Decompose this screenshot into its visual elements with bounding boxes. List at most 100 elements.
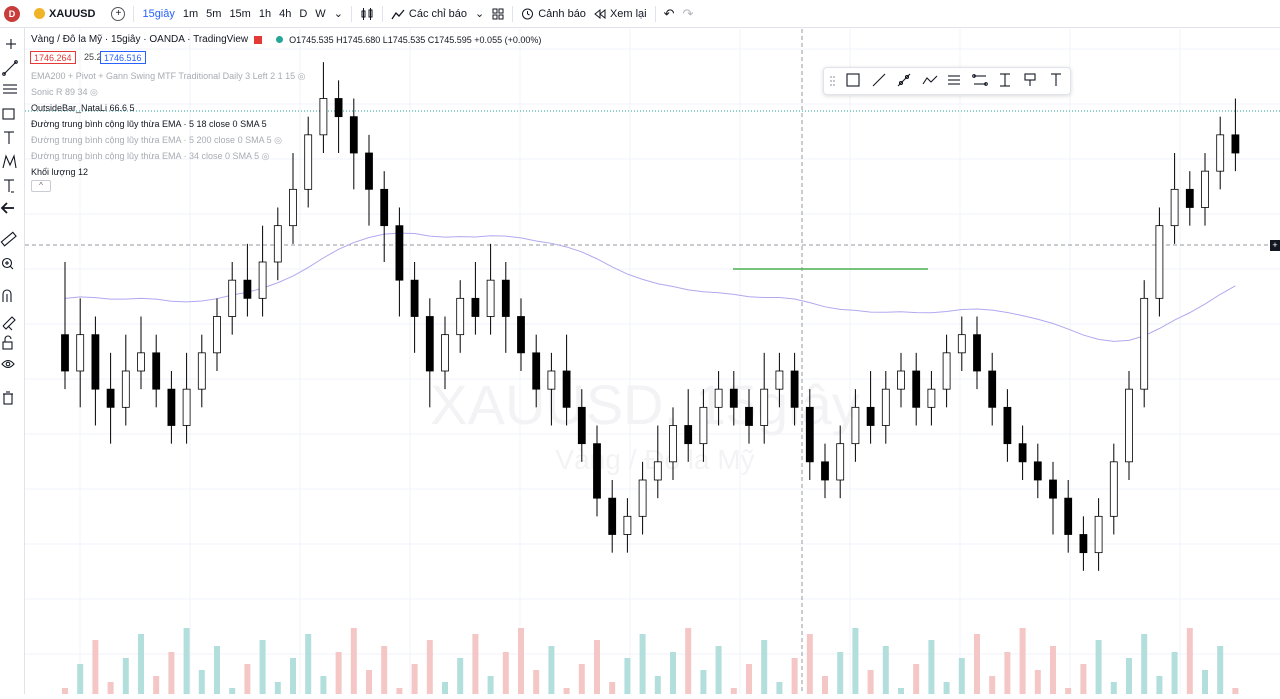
symbol-name[interactable]: XAUUSD	[49, 7, 96, 20]
timeframe-2[interactable]: 5m	[206, 7, 222, 20]
legend-item[interactable]: Đường trung bình cộng lũy thừa EMA · 34 …	[31, 151, 269, 162]
redo-button[interactable]: ↷	[679, 0, 698, 28]
indicators-button[interactable]: Các chỉ báo	[387, 0, 471, 28]
legend-label: Đường trung bình cộng lũy thừa EMA · 5 2…	[31, 135, 272, 145]
chevron-down-icon: ⌄	[333, 8, 343, 20]
hidden-eye-icon[interactable]: ◎	[87, 87, 98, 97]
replay-button[interactable]: Xem lại	[590, 0, 651, 28]
volume-bar	[1171, 652, 1178, 694]
parallel-channel-icon[interactable]	[948, 75, 960, 85]
undo-button[interactable]: ↶	[660, 0, 679, 28]
lock-drawing-icon[interactable]	[2, 316, 16, 331]
rectangle-tool-icon[interactable]	[846, 73, 860, 87]
buy-price-box[interactable]: 1746.516	[100, 51, 146, 64]
volume-bar	[533, 670, 540, 694]
text-tool-icon[interactable]	[1000, 73, 1010, 87]
ruler-icon[interactable]	[0, 231, 17, 247]
arrow-left-icon[interactable]	[0, 202, 14, 214]
indicators-dropdown[interactable]: ⌄	[471, 0, 488, 28]
floating-drawing-toolbar	[823, 67, 1071, 95]
volume-bar	[700, 670, 707, 694]
candles-icon	[361, 7, 373, 20]
collapse-legend-button[interactable]: ^	[31, 180, 51, 192]
candle-body	[577, 406, 586, 445]
drawing-tools-icons	[0, 39, 18, 405]
ray-tool-icon[interactable]	[897, 73, 911, 87]
volume-bar	[958, 658, 965, 694]
legend-item[interactable]: Đường trung bình cộng lũy thừa EMA · 5 1…	[31, 119, 267, 129]
timeframe-6[interactable]: D	[299, 7, 308, 20]
volume-bar	[305, 634, 312, 694]
chart-pane[interactable]: XAUUSD, 15giây Vàng / Đô la Mỹ	[25, 29, 1280, 694]
legend-item[interactable]: Khối lượng 12	[31, 167, 88, 177]
compare-symbol-button[interactable]: +	[107, 0, 129, 28]
text-cursor-icon[interactable]	[4, 179, 14, 193]
timeframe-1[interactable]: 1m	[182, 7, 199, 20]
volume-bar	[806, 634, 813, 694]
symbol-search[interactable]: XAUUSD	[30, 0, 99, 28]
path-tool-icon[interactable]	[922, 75, 938, 85]
avatar[interactable]: D	[4, 5, 20, 22]
fib-icon[interactable]	[972, 74, 988, 86]
candle-body	[760, 388, 769, 426]
eye-icon[interactable]	[1, 359, 15, 369]
candle-body	[121, 370, 130, 408]
hidden-eye-icon[interactable]: ◎	[271, 135, 282, 145]
text-icon[interactable]	[4, 131, 14, 144]
timeframe-0[interactable]: 15giây	[142, 7, 175, 20]
magnet-icon[interactable]	[2, 289, 12, 302]
candle-body	[1064, 497, 1073, 535]
candle-body	[851, 406, 860, 445]
candle-body	[76, 334, 85, 372]
sell-price-box[interactable]: 1746.264	[30, 51, 76, 64]
legend-item[interactable]: Đường trung bình cộng lũy thừa EMA · 5 2…	[31, 135, 282, 146]
brush-icon[interactable]	[1024, 73, 1036, 86]
divider	[654, 5, 656, 22]
plus-icon: +	[111, 6, 126, 21]
alarm-clock-icon	[522, 8, 534, 20]
unlock-icon[interactable]	[2, 335, 13, 350]
volume-bar	[183, 628, 190, 694]
timeframe-5[interactable]: 4h	[279, 7, 292, 20]
candle-body	[425, 316, 434, 372]
zoom-icon[interactable]	[1, 257, 14, 270]
chart-type-button[interactable]	[356, 0, 378, 28]
pattern-icon[interactable]	[2, 154, 17, 169]
legend-item[interactable]: OutsideBar_NataLi 66.6 5	[31, 103, 135, 113]
rectangle-icon[interactable]	[2, 108, 15, 120]
candle-body	[1201, 170, 1209, 208]
horizontal-lines-icon[interactable]	[3, 84, 17, 94]
timeframe-4[interactable]: 1h	[258, 7, 272, 20]
legend-item[interactable]: Sonic R 89 34 ◎	[31, 87, 98, 98]
undo-icon: ↶	[663, 5, 675, 21]
legend-item[interactable]: EMA200 + Pivot + Gann Swing MTF Traditio…	[31, 71, 306, 82]
volume-bar	[350, 628, 357, 694]
trendline-icon[interactable]	[2, 60, 18, 76]
candle-body	[988, 370, 997, 408]
crosshair-icon[interactable]	[6, 39, 16, 49]
volume-bar	[107, 682, 114, 694]
alert-button[interactable]: Cảnh báo	[517, 0, 590, 28]
candle-body	[273, 225, 282, 263]
text-label-icon[interactable]	[1051, 73, 1061, 86]
candle-body	[547, 370, 556, 390]
timeframe-7[interactable]: W	[315, 7, 326, 20]
add-price-line-icon[interactable]: +	[1270, 240, 1280, 251]
candle-body	[380, 188, 389, 227]
user-avatar[interactable]: D	[0, 0, 24, 28]
volume-bar	[274, 682, 281, 694]
line-tool-icon[interactable]	[872, 73, 886, 87]
hidden-eye-icon[interactable]: ◎	[295, 71, 306, 81]
volume-bar	[92, 640, 99, 694]
layouts-button[interactable]	[488, 0, 508, 28]
volume-bar	[1095, 640, 1102, 694]
timeframe-3[interactable]: 15m	[229, 7, 251, 20]
trash-icon[interactable]	[3, 391, 13, 405]
timeframe-dropdown[interactable]: ⌄	[330, 0, 347, 28]
volume-bar	[837, 652, 844, 694]
hidden-eye-icon[interactable]: ◎	[259, 151, 270, 161]
volume-bar	[168, 652, 175, 694]
symbol-title[interactable]: Vàng / Đô la Mỹ · 15giây · OANDA · Tradi…	[31, 34, 249, 45]
volume-bar	[1202, 670, 1208, 694]
